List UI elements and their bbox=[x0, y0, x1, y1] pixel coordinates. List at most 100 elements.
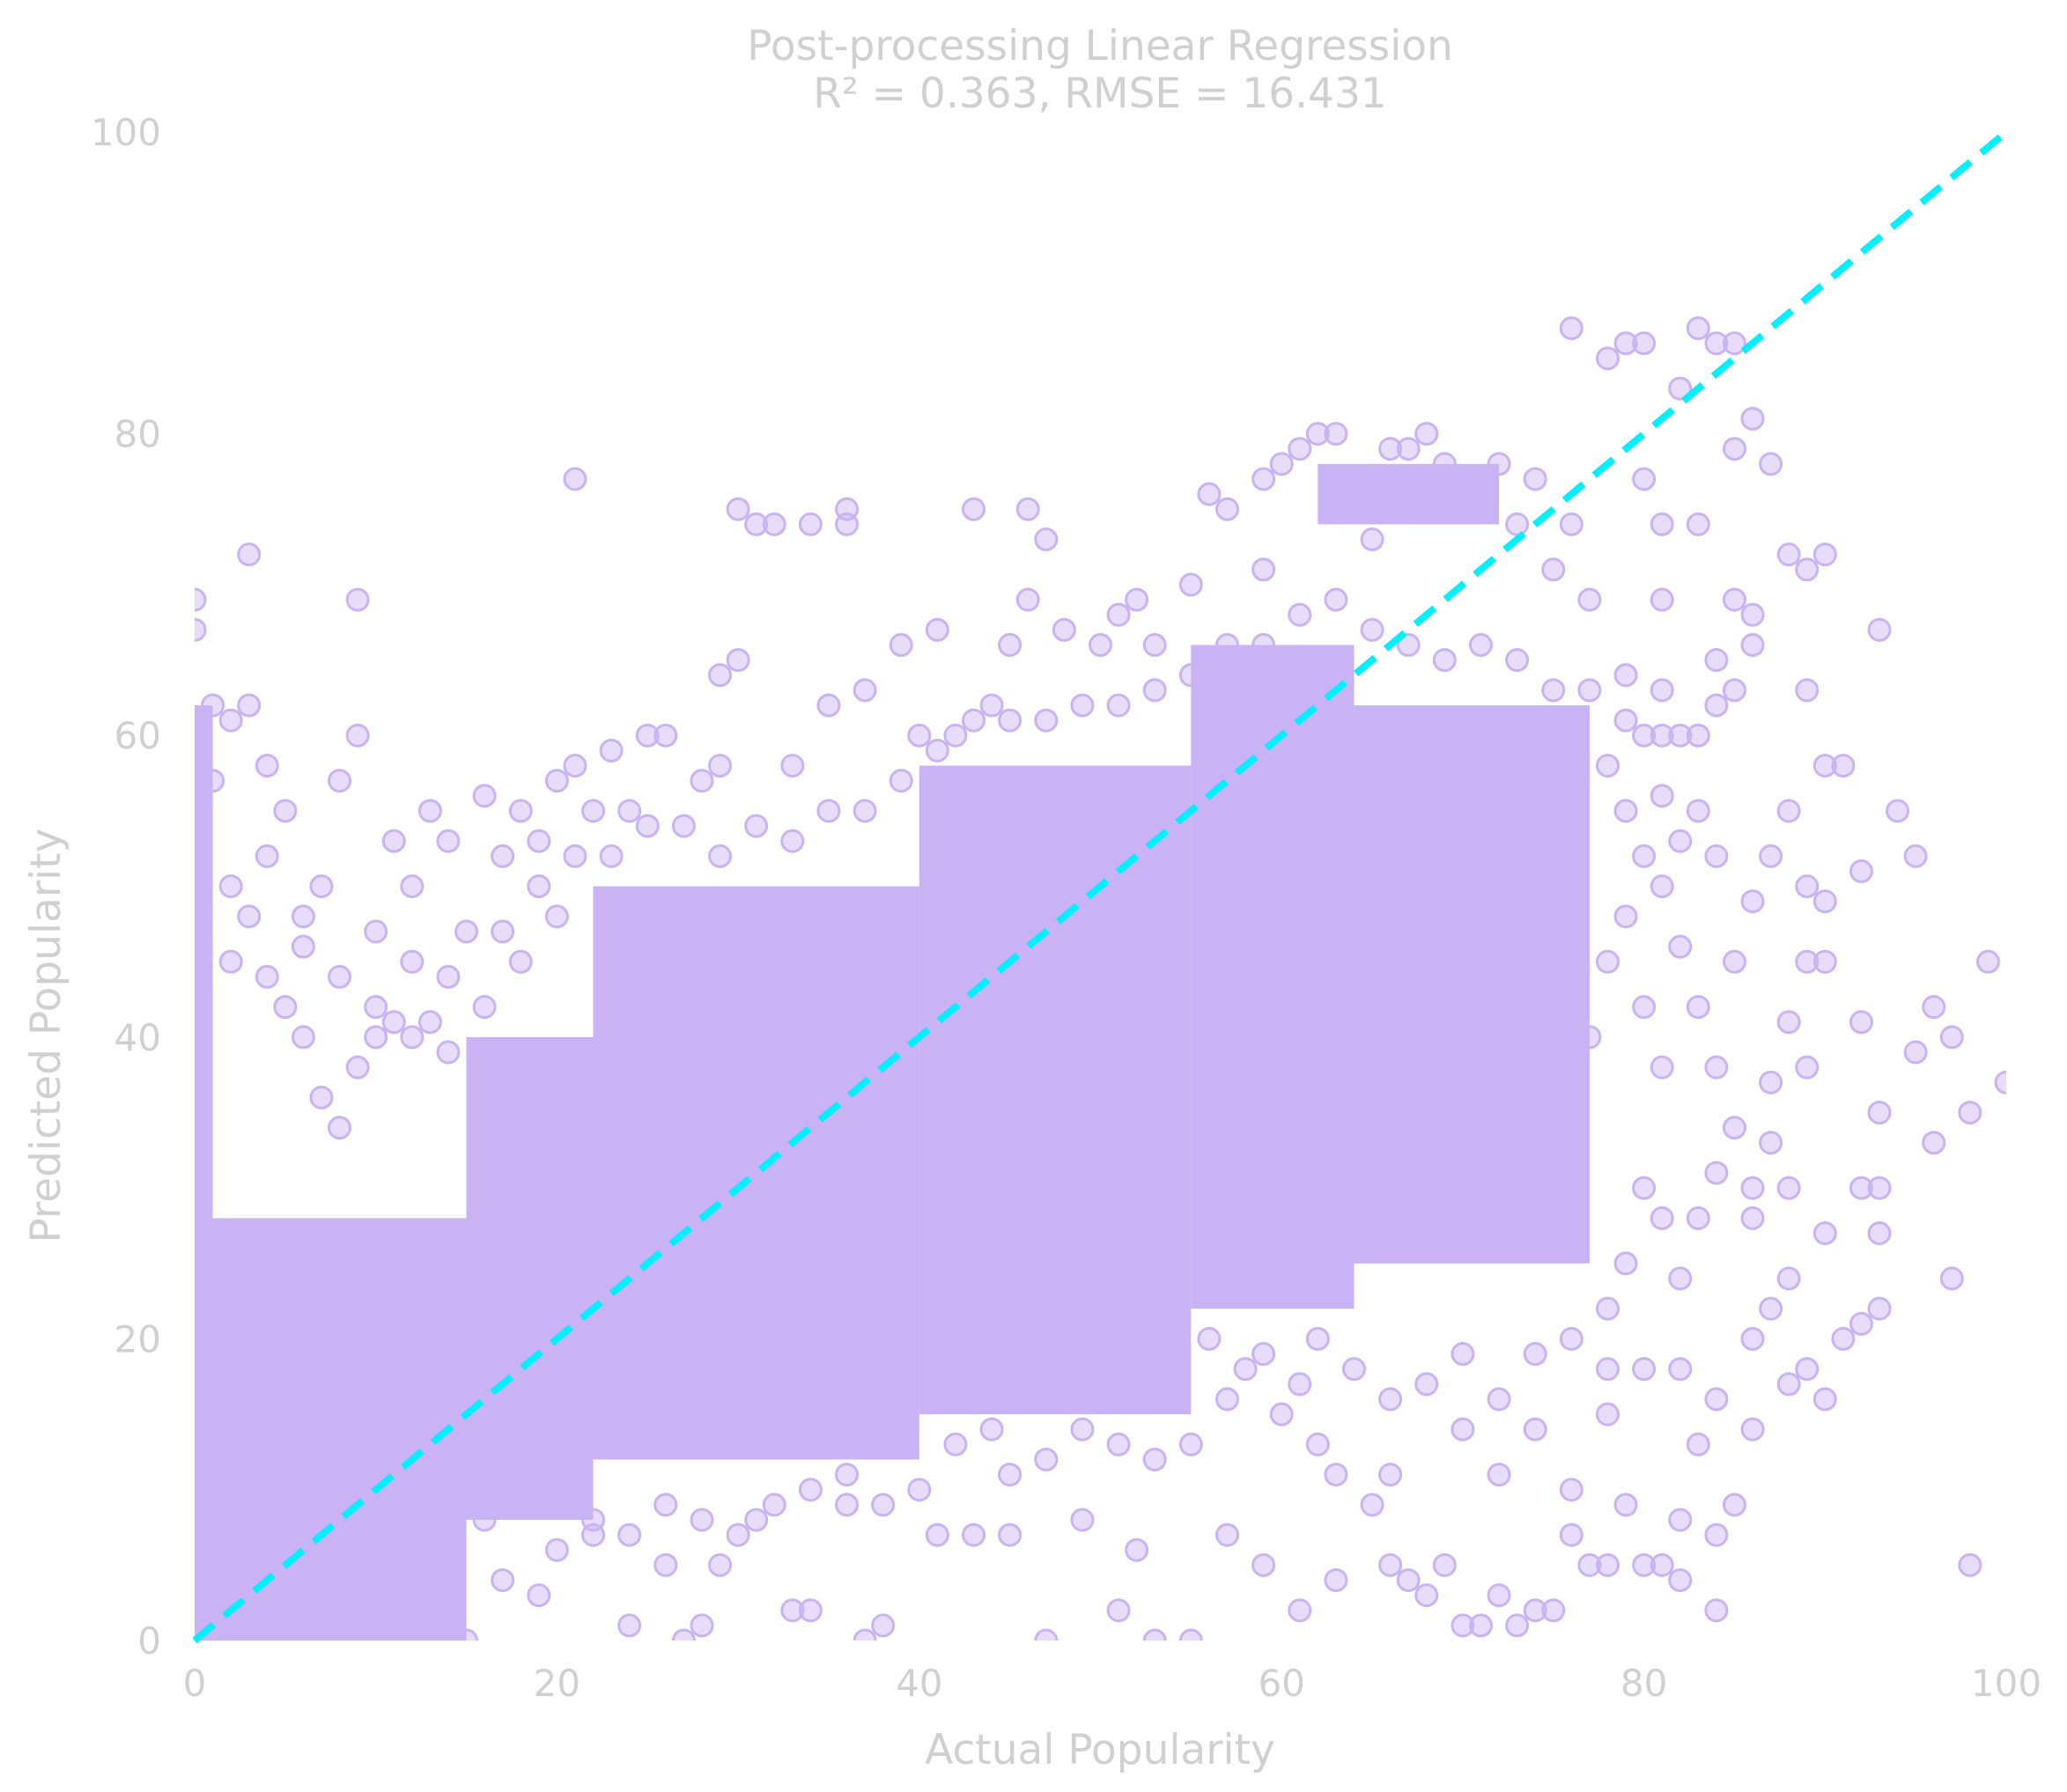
scatter-point bbox=[1396, 437, 1421, 461]
scatter-point bbox=[195, 587, 207, 612]
scatter-point bbox=[544, 769, 569, 793]
scatter-point bbox=[835, 1463, 860, 1487]
scatter-point bbox=[1686, 995, 1710, 1020]
scatter-point bbox=[1378, 437, 1403, 461]
scatter-point bbox=[1650, 678, 1674, 703]
scatter-point bbox=[1704, 1523, 1729, 1547]
scatter-point bbox=[726, 648, 750, 673]
scatter-point bbox=[907, 723, 932, 748]
scatter-point bbox=[1613, 331, 1638, 356]
scatter-point bbox=[1776, 1176, 1801, 1200]
scatter-point bbox=[744, 1508, 769, 1532]
scatter-point bbox=[1523, 467, 1547, 491]
scatter-point bbox=[1812, 889, 1837, 914]
scatter-point bbox=[417, 1010, 442, 1035]
scatter-point bbox=[1740, 602, 1765, 627]
scatter-point bbox=[1795, 678, 1820, 703]
dense-point-regions bbox=[195, 463, 1590, 1641]
scatter-point bbox=[1577, 678, 1602, 703]
scatter-point bbox=[273, 995, 298, 1020]
scatter-point bbox=[1378, 1387, 1403, 1412]
scatter-point bbox=[1759, 1070, 1783, 1095]
scatter-points bbox=[195, 316, 2006, 1641]
scatter-point bbox=[1632, 1552, 1657, 1577]
scatter-point bbox=[255, 753, 279, 778]
scatter-point bbox=[364, 1025, 388, 1050]
scatter-point bbox=[1650, 723, 1674, 748]
scatter-point bbox=[381, 829, 406, 853]
scatter-point bbox=[1559, 512, 1583, 536]
scatter-point bbox=[1613, 708, 1638, 733]
scatter-point bbox=[1251, 467, 1276, 491]
scatter-point bbox=[1595, 1296, 1620, 1321]
scatter-point bbox=[364, 1598, 388, 1623]
scatter-point bbox=[1577, 1552, 1602, 1577]
x-tick-label: 80 bbox=[1620, 1662, 1667, 1705]
x-tick-label: 20 bbox=[534, 1662, 580, 1705]
scatter-point bbox=[708, 753, 733, 778]
scatter-point bbox=[581, 799, 606, 823]
scatter-point bbox=[1251, 557, 1276, 582]
scatter-point bbox=[1722, 331, 1746, 356]
scatter-point bbox=[1668, 1567, 1693, 1592]
scatter-point bbox=[1740, 632, 1765, 657]
y-tick-label: 0 bbox=[137, 1619, 161, 1663]
scatter-point bbox=[726, 497, 750, 521]
scatter-point bbox=[1595, 1552, 1620, 1577]
scatter-point bbox=[1740, 889, 1765, 914]
scatter-point bbox=[1214, 632, 1239, 657]
scatter-point bbox=[1686, 1432, 1710, 1456]
scatter-point bbox=[1305, 422, 1330, 446]
scatter-point bbox=[889, 769, 913, 793]
dense-region-3 bbox=[593, 886, 919, 1460]
scatter-point bbox=[1795, 949, 1820, 974]
scatter-point bbox=[617, 799, 642, 823]
scatter-point bbox=[1034, 527, 1059, 552]
scatter-point bbox=[1142, 1447, 1167, 1471]
scatter-point bbox=[1668, 723, 1693, 748]
scatter-point bbox=[328, 769, 352, 793]
scatter-point bbox=[563, 844, 587, 868]
scatter-point bbox=[400, 949, 424, 974]
scatter-point bbox=[1432, 452, 1457, 476]
scatter-point bbox=[195, 723, 207, 748]
scatter-point bbox=[998, 632, 1022, 657]
scatter-point bbox=[563, 467, 587, 491]
scatter-point bbox=[1251, 632, 1276, 657]
y-tick-label: 40 bbox=[114, 1016, 161, 1059]
scatter-point bbox=[1034, 708, 1059, 733]
scatter-point bbox=[1106, 602, 1131, 627]
scatter-point bbox=[1052, 617, 1076, 642]
scatter-point bbox=[1849, 859, 1873, 883]
scatter-point bbox=[1541, 557, 1566, 582]
scatter-point bbox=[1613, 663, 1638, 688]
scatter-point bbox=[491, 844, 515, 868]
scatter-point bbox=[1867, 1296, 1892, 1321]
scatter-point bbox=[762, 512, 786, 536]
scatter-point bbox=[1089, 1357, 1112, 1382]
scatter-point bbox=[291, 1025, 315, 1050]
scatter-point bbox=[1487, 1387, 1511, 1412]
scatter-point bbox=[635, 814, 660, 838]
scatter-point bbox=[871, 1613, 896, 1638]
scatter-point bbox=[1432, 648, 1457, 673]
scatter-point bbox=[1722, 949, 1746, 974]
scatter-point bbox=[708, 1552, 733, 1577]
scatter-point bbox=[237, 904, 262, 929]
scatter-point bbox=[195, 617, 207, 642]
scatter-point bbox=[1468, 467, 1493, 491]
scatter-point bbox=[1324, 1567, 1348, 1592]
scatter-point bbox=[1559, 1326, 1583, 1351]
scatter-point bbox=[201, 693, 225, 718]
scatter-point bbox=[1867, 617, 1892, 642]
scatter-point bbox=[1214, 497, 1239, 521]
scatter-point bbox=[1432, 1552, 1457, 1577]
scatter-point bbox=[1251, 1552, 1276, 1577]
scatter-point bbox=[1233, 1357, 1258, 1382]
scatter-point bbox=[218, 708, 243, 733]
scatter-point bbox=[218, 874, 243, 898]
scatter-point bbox=[1360, 527, 1384, 552]
scatter-point bbox=[1704, 1598, 1729, 1623]
scatter-point bbox=[472, 1508, 497, 1532]
scatter-point bbox=[1161, 1387, 1185, 1412]
